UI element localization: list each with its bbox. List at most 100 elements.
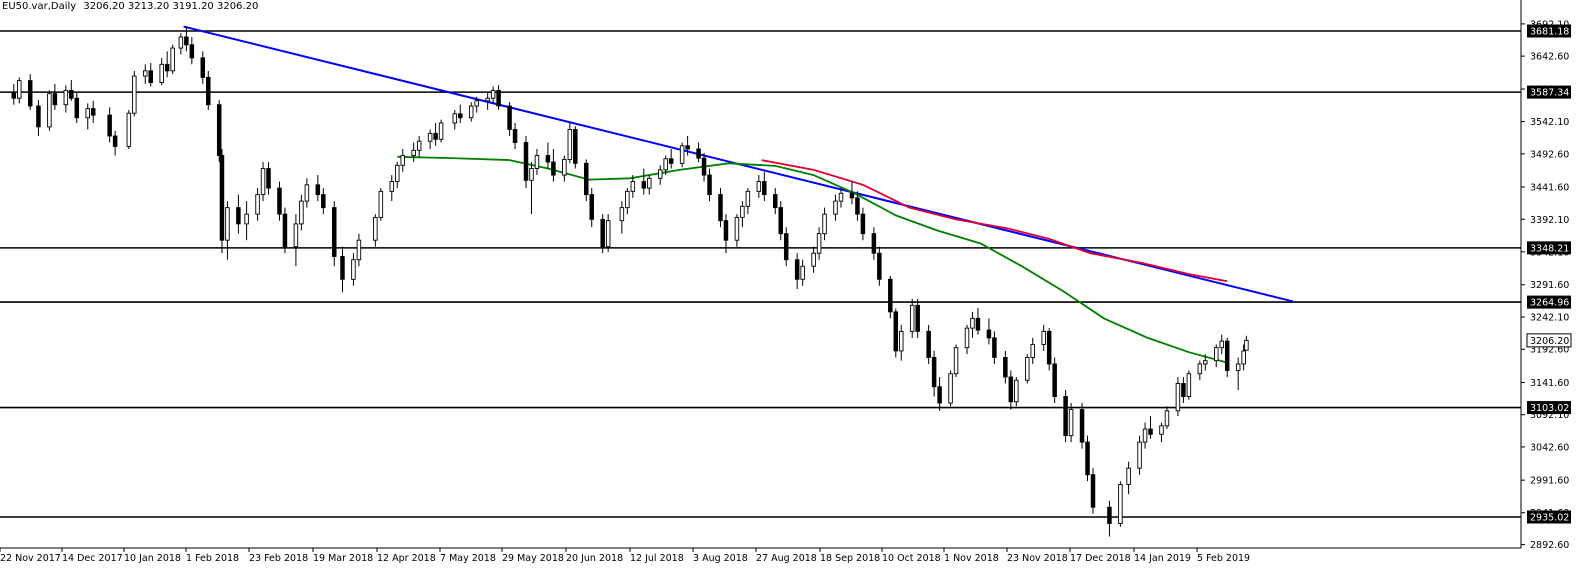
candle [822, 207, 827, 241]
candle [1214, 344, 1219, 368]
candle [992, 331, 997, 364]
candle-body [1164, 410, 1170, 427]
candle [657, 165, 663, 185]
date-label: 29 May 2018 [502, 553, 564, 564]
candle [696, 142, 701, 163]
date-label: 3 Aug 2018 [693, 553, 748, 564]
candle-body [411, 149, 416, 156]
candle-body [452, 113, 458, 124]
candle [926, 324, 931, 364]
candle [948, 370, 953, 407]
candle-body [315, 184, 321, 196]
current-price-label: 3206.20 [1530, 336, 1569, 347]
price-tick-label: 3642.60 [1530, 52, 1569, 63]
candle-body [378, 190, 384, 218]
candle-body [200, 57, 206, 78]
candle-body [1046, 330, 1052, 365]
candle [1142, 422, 1148, 449]
candle [90, 100, 96, 123]
candle-body [438, 122, 444, 140]
ohlc-readout: 3206.20 3213.20 3191.20 3206.20 [83, 1, 259, 12]
candle [679, 142, 685, 168]
candle [707, 168, 712, 202]
candle [718, 188, 723, 228]
candle-body [507, 105, 512, 130]
candle-body [143, 70, 148, 77]
date-label: 14 Dec 2017 [62, 553, 123, 564]
candle-body [159, 63, 164, 84]
candle-body [27, 80, 33, 107]
candle-body [589, 194, 594, 220]
candle-body [260, 168, 266, 196]
candle [1148, 416, 1153, 439]
candle [877, 246, 882, 286]
candle-body [90, 108, 96, 116]
candle [260, 162, 266, 202]
candle [849, 181, 855, 205]
candle-body [630, 181, 636, 192]
candle-body [433, 132, 438, 140]
price-tick-label: 3092.10 [1530, 410, 1569, 421]
candle [496, 85, 501, 110]
level-label-box [1527, 295, 1571, 309]
candle [855, 191, 860, 221]
candle [1090, 468, 1096, 514]
candle-body [964, 327, 970, 349]
price-tick-label: 3141.60 [1530, 378, 1569, 389]
date-label: 27 Aug 2018 [756, 553, 817, 564]
candle-body [1142, 428, 1148, 443]
candle [1164, 406, 1170, 430]
candle [315, 175, 321, 202]
candle-body [567, 129, 573, 160]
candle-body [663, 158, 668, 171]
candle-body [573, 129, 578, 164]
candle [1175, 376, 1181, 417]
candle-body [184, 36, 189, 46]
horizontal-levels [0, 30, 1521, 518]
level-label-box [1527, 510, 1571, 524]
candle-body [600, 218, 605, 248]
candle [685, 135, 690, 156]
candle-body [321, 194, 326, 209]
date-label: 22 Nov 2017 [0, 553, 61, 564]
candle [340, 246, 345, 293]
candle-body [707, 174, 712, 196]
candle [899, 324, 904, 361]
candle [1203, 354, 1208, 371]
candle-body [126, 112, 132, 147]
candle-body [416, 140, 422, 151]
candle-body [85, 108, 90, 119]
candle-body [794, 259, 800, 280]
candle [1068, 403, 1074, 443]
candle [1224, 337, 1230, 377]
moving-average-red [761, 159, 1228, 283]
candle-body [833, 200, 838, 215]
candle [400, 149, 405, 172]
candle-body [1052, 363, 1057, 397]
candle [529, 162, 534, 215]
candle-body [953, 347, 959, 375]
level-label: 3348.21 [1530, 243, 1569, 254]
candle [545, 142, 551, 169]
candle [915, 298, 920, 338]
price-tick-label: 3192.60 [1530, 345, 1569, 356]
candle [112, 130, 118, 156]
candle [468, 102, 474, 122]
candle-body [740, 205, 745, 218]
candle-body [641, 181, 647, 189]
candle [893, 308, 899, 358]
candle [438, 119, 444, 143]
candle [573, 126, 578, 169]
candle [159, 57, 164, 86]
candle [126, 109, 132, 150]
candle-body [1090, 474, 1096, 508]
candle-body [701, 157, 707, 176]
candle [52, 83, 58, 110]
candle-body [893, 311, 899, 352]
candle [178, 33, 184, 55]
candle [107, 107, 112, 143]
date-label: 23 Feb 2018 [249, 553, 308, 564]
candle-body [427, 132, 433, 142]
